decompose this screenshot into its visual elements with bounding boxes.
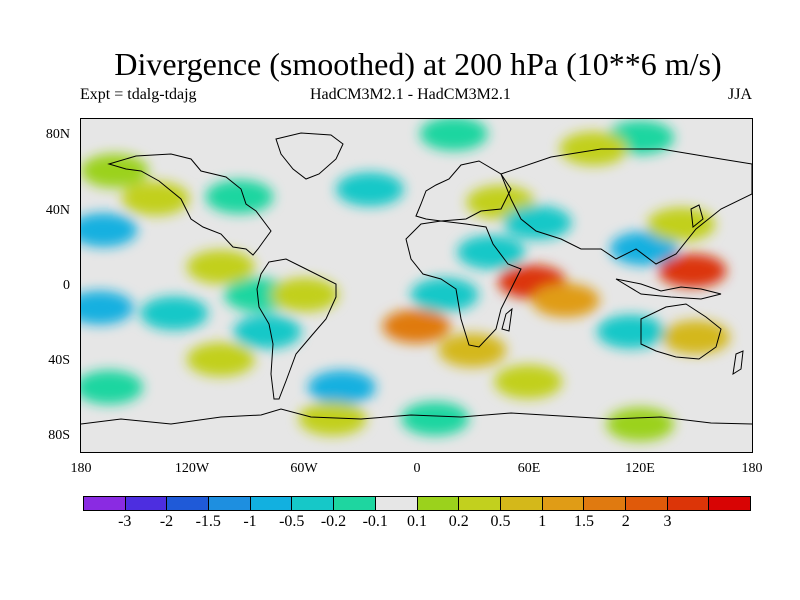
plot-title: Divergence (smoothed) at 200 hPa (10**6 … — [114, 46, 722, 82]
colorbar-tick-label: -1 — [243, 513, 257, 530]
colorbar-tick-label: 1.5 — [574, 513, 594, 530]
map-panel — [80, 118, 753, 453]
colorbar-tick-label: -0.5 — [279, 513, 305, 530]
divergence-anomaly-blob — [81, 290, 134, 325]
divergence-anomaly-blob — [81, 153, 149, 188]
coastline-africa — [405, 220, 522, 348]
divergence-anomaly-blob — [382, 309, 451, 344]
colorbar-segment — [709, 497, 750, 510]
divergence-anomaly-blob — [140, 296, 209, 331]
divergence-anomaly-blob — [186, 250, 255, 284]
model-label: HadCM3M2.1 - HadCM3M2.1 — [310, 86, 511, 103]
coastline-greenland — [275, 132, 344, 180]
colorbar-tick-label: 0.1 — [407, 513, 427, 530]
divergence-map — [81, 119, 752, 452]
colorbar-segment — [292, 497, 335, 510]
divergence-anomaly-blob — [559, 131, 628, 166]
divergence-anomaly-blob — [609, 231, 678, 266]
lat-label-eq: 0 — [63, 278, 70, 293]
coastline-madagascar — [501, 307, 513, 332]
colorbar-segment — [584, 497, 626, 510]
coastline-asia — [500, 148, 752, 265]
colorbar-tick-label: 3 — [663, 513, 672, 530]
divergence-anomaly-blob — [205, 179, 274, 214]
divergence-anomaly-blob — [662, 320, 731, 355]
colorbar — [83, 496, 751, 511]
lon-label-180w: 180 — [70, 461, 92, 476]
divergence-anomaly-blob — [658, 253, 727, 288]
colorbar-segment — [167, 497, 210, 510]
divergence-anomaly-blob — [81, 370, 143, 405]
colorbar-segment — [250, 497, 293, 510]
divergence-anomaly-blob — [307, 370, 376, 405]
colorbar-segment — [417, 497, 460, 510]
colorbar-segment — [459, 497, 501, 510]
colorbar-segment — [625, 497, 668, 510]
divergence-anomaly-blob — [494, 364, 563, 399]
divergence-anomaly-blob — [401, 401, 470, 436]
colorbar-tick-label: -3 — [118, 513, 132, 530]
lon-label-120e: 120E — [625, 461, 655, 476]
coastline-new-zealand — [732, 350, 744, 375]
coastline-japan — [690, 204, 704, 228]
colorbar-segment — [500, 497, 543, 510]
colorbar-tick-label: -1.5 — [195, 513, 221, 530]
divergence-anomaly-blob — [121, 181, 190, 216]
colorbar-tick-label: -2 — [159, 513, 174, 530]
colorbar-segment — [375, 497, 418, 510]
colorbar-tick-label: 2 — [621, 513, 630, 530]
divergence-anomaly-blob — [298, 401, 367, 436]
lon-label-60w: 60W — [290, 461, 318, 476]
lat-label-40n: 40N — [45, 203, 70, 218]
coastline-layer — [81, 132, 752, 425]
colorbar-segment — [84, 497, 126, 510]
contour-field-layer — [81, 119, 731, 442]
lat-label-80n: 80N — [45, 127, 70, 142]
lon-label-180e: 180 — [741, 461, 763, 476]
season-label: JJA — [728, 86, 753, 103]
divergence-anomaly-blob — [531, 283, 600, 318]
experiment-label: Expt = tdalg-tdajg — [80, 86, 197, 103]
divergence-anomaly-blob — [186, 342, 255, 377]
divergence-anomaly-blob — [335, 172, 404, 207]
divergence-anomaly-blob — [596, 314, 665, 349]
divergence-anomaly-blob — [438, 333, 507, 368]
coastline-indonesia — [615, 278, 722, 300]
colorbar-tick-label: 0.5 — [490, 513, 511, 530]
coastline-antarctica — [81, 408, 752, 425]
colorbar-tick-label: -0.1 — [362, 513, 388, 530]
lon-label-120w: 120W — [174, 461, 210, 476]
coastline-australia — [640, 303, 722, 360]
divergence-anomaly-blob — [233, 314, 302, 349]
colorbar-segment — [125, 497, 168, 510]
colorbar-segment — [542, 497, 585, 510]
divergence-anomaly-blob — [503, 205, 572, 240]
lon-label-60e: 60E — [517, 461, 541, 476]
coastline-south-america — [256, 258, 337, 400]
colorbar-segment — [334, 497, 376, 510]
divergence-anomaly-blob — [606, 407, 675, 442]
coastline-north-america — [107, 153, 272, 256]
divergence-anomaly-blob — [410, 277, 479, 312]
divergence-anomaly-blob — [81, 213, 138, 247]
divergence-anomaly-blob — [419, 119, 488, 151]
lat-label-40s: 40S — [48, 353, 70, 368]
colorbar-segment — [209, 497, 251, 510]
lat-label-80s: 80S — [48, 428, 70, 443]
divergence-anomaly-blob — [457, 235, 526, 270]
colorbar-tick-label: 0.2 — [448, 513, 469, 530]
lon-label-0: 0 — [413, 461, 421, 476]
colorbar-tick-label: 1 — [538, 513, 547, 530]
colorbar-tick-label: -0.2 — [320, 513, 347, 530]
colorbar-segment — [667, 497, 710, 510]
divergence-anomaly-blob — [647, 207, 716, 242]
divergence-anomaly-blob — [270, 277, 339, 312]
